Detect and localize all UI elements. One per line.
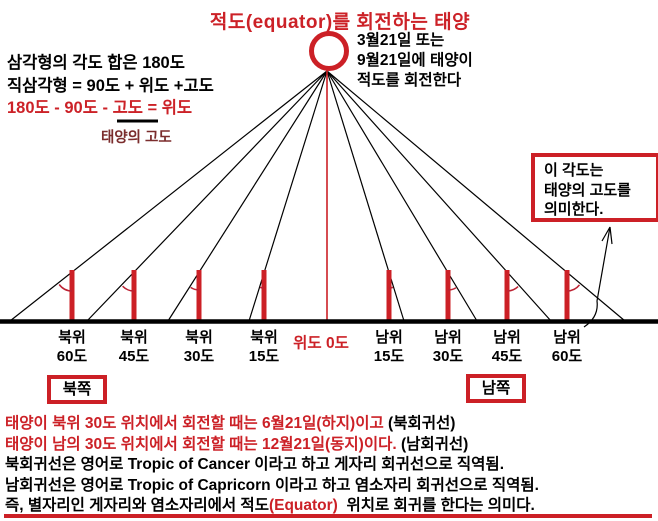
ray-south-60 [326, 70, 626, 322]
sun-rays [9, 70, 626, 322]
latitude-label-north-15: 북위 15도 [248, 329, 280, 365]
ray-north-60 [9, 70, 328, 322]
formula-block: 삼각형의 각도 합은 180도 직삼각형 = 90도 + 위도 +고도 180도… [7, 52, 214, 120]
angle-note-box: 이 각도는 태양의 고도를 의미한다. [531, 153, 658, 222]
altitude-caption: 태양의 고도 [101, 130, 172, 146]
arrow-head [601, 226, 613, 245]
angle-arc-south-45 [506, 286, 519, 292]
formula-line-3: 180도 - 90도 - 고도 = 위도 [7, 99, 193, 117]
north-box: 북쪽 [47, 375, 107, 404]
latitude-label-south-60: 남위 60도 [551, 329, 583, 365]
latitude-poles [69, 270, 570, 321]
footer-line-2: 태양이 남의 30도 위치에서 회전할 때는 12월21일(동지)이다. (남회… [5, 435, 469, 453]
sun-icon [309, 31, 349, 71]
latitude-label-south-15: 남위 15도 [373, 329, 405, 365]
angle-arc-north-60 [58, 284, 73, 292]
angle-arc-north-30 [190, 286, 200, 291]
angle-arc-north-45 [122, 285, 135, 292]
angle-arcs [58, 284, 581, 292]
formula-line-2: 직삼각형 = 90도 + 위도 +고도 [7, 76, 214, 95]
angle-arc-south-15 [388, 286, 394, 289]
footer-line-1: 태양이 북위 30도 위치에서 회전할 때는 6월21일(하지)이고 (북회귀선… [5, 415, 456, 432]
ray-south-15 [326, 70, 405, 322]
equator-label: 위도 0도 [293, 335, 349, 352]
arrow-shaft [583, 226, 611, 328]
latitude-label-north-60: 북위 60도 [56, 329, 88, 365]
latitude-label-south-30: 남위 30도 [432, 329, 464, 365]
angle-arc-north-15 [259, 286, 265, 289]
ray-north-30 [167, 70, 328, 322]
footer-line-4: 남회귀선은 영어로 Tropic of Capricorn 이라고 하고 염소자… [5, 476, 539, 494]
south-box: 남쪽 [466, 374, 526, 403]
footer-line-3: 북회귀선은 영어로 Tropic of Cancer 이라고 하고 게자리 회귀… [5, 456, 504, 473]
arrow-to-note [583, 226, 613, 328]
latitude-label-north-30: 북위 30도 [183, 329, 215, 365]
latitude-label-north-45: 북위 45도 [118, 329, 150, 365]
latitude-label-south-45: 남위 45도 [491, 329, 523, 365]
ray-south-30 [326, 70, 478, 322]
sun-note: 3월21일 또는 9월21일에 태양이 적도를 회전한다 [357, 32, 473, 89]
angle-arc-south-60 [566, 284, 581, 292]
footer-line-5: 즉, 별자리인 게자리와 염소자리에서 적도(Equator) 위치로 회귀를 … [5, 497, 535, 514]
angle-arc-south-30 [447, 287, 457, 291]
ray-south-45 [326, 70, 552, 322]
formula-line-1: 삼각형의 각도 합은 180도 [7, 54, 185, 72]
ray-north-45 [86, 70, 328, 322]
page-title: 적도(equator)를 회전하는 태양 [209, 12, 471, 33]
ray-north-15 [248, 70, 328, 322]
